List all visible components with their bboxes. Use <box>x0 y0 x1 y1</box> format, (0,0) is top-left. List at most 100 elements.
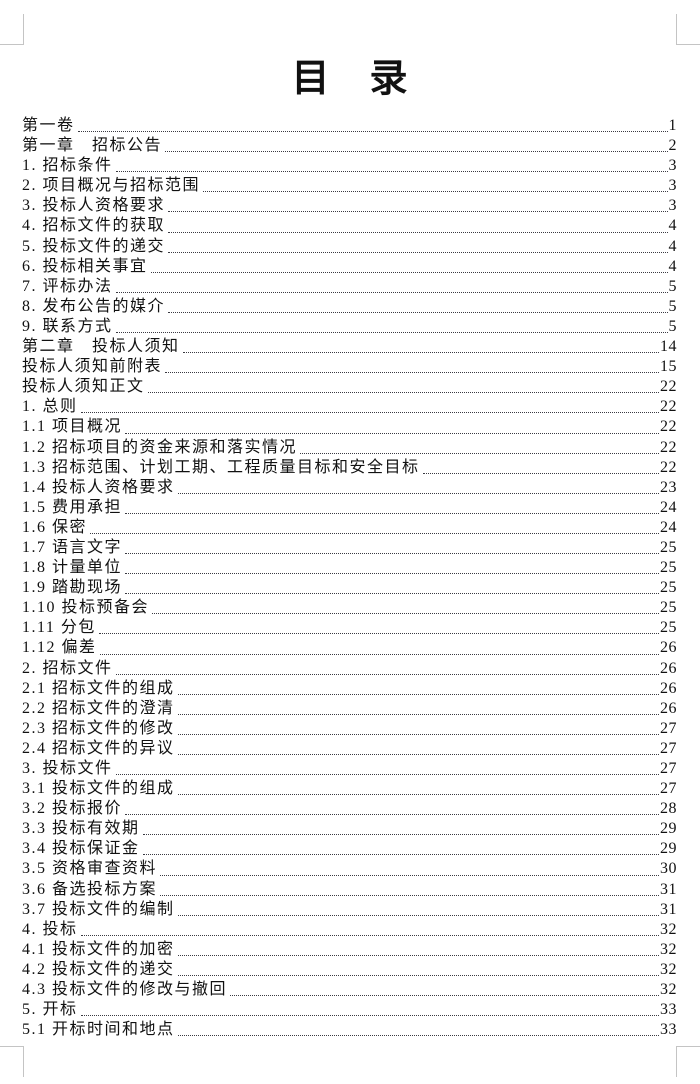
toc-entry-label: 4.2 投标文件的递交 <box>22 960 175 978</box>
toc-entry: 2.4 招标文件的异议 27 <box>22 739 677 759</box>
dot-leader <box>422 472 659 474</box>
toc-entry: 1.4 投标人资格要求 23 <box>22 478 677 498</box>
toc-entry: 6. 投标相关事宜 4 <box>22 257 677 277</box>
dot-leader <box>165 151 668 153</box>
toc-entry-page-number: 25 <box>660 579 677 597</box>
toc-entry: 7. 评标办法 5 <box>22 277 677 297</box>
toc-entry-page-number: 5 <box>668 277 677 295</box>
toc-entry-page-number: 22 <box>660 438 677 456</box>
toc-entry: 3.7 投标文件的编制 31 <box>22 900 677 920</box>
toc-entry-label: 3. 投标人资格要求 <box>22 197 166 215</box>
toc-entry: 4. 投标 32 <box>22 920 677 940</box>
toc-entry-label: 3. 投标文件 <box>22 760 113 777</box>
toc-entry-page-number: 22 <box>660 378 677 396</box>
toc-entry-page-number: 22 <box>660 458 677 476</box>
dot-leader <box>177 754 659 755</box>
toc-entry-page-number: 29 <box>660 840 677 858</box>
toc-entry: 第二章 投标人须知 14 <box>22 337 677 357</box>
toc-entry-page-number: 15 <box>660 358 677 376</box>
toc-entry: 3. 投标文件 27 <box>22 759 677 779</box>
toc-entry-page-number: 3 <box>668 197 677 215</box>
toc-entry-page-number: 3 <box>668 177 677 195</box>
margin-crop-mark-bottom-left <box>0 1046 24 1077</box>
toc-entry-label: 4.1 投标文件的加密 <box>22 940 175 958</box>
toc-entry: 3.2 投标报价 28 <box>22 799 677 819</box>
toc-entry: 3.6 备选投标方案 31 <box>22 880 677 900</box>
toc-entry: 8. 发布公告的媒介 5 <box>22 297 677 317</box>
table-of-contents: 第一卷 1 第一章 招标公告 2 1. 招标条件 3 2. 项目概况与招标范围 … <box>22 116 677 1040</box>
dot-leader <box>203 191 668 193</box>
toc-entry-label: 1.4 投标人资格要求 <box>22 478 175 496</box>
toc-entry: 1.2 招标项目的资金来源和落实情况 22 <box>22 438 677 458</box>
toc-entry-label: 第一卷 <box>22 117 75 134</box>
toc-entry-label: 投标人须知正文 <box>22 378 145 396</box>
toc-entry-page-number: 27 <box>660 760 677 777</box>
toc-entry-label: 2. 项目概况与招标范围 <box>22 177 201 195</box>
toc-entry-label: 1.2 招标项目的资金来源和落实情况 <box>22 438 298 456</box>
toc-entry-label: 2.1 招标文件的组成 <box>22 679 175 697</box>
dot-leader <box>182 352 659 354</box>
toc-entry-page-number: 25 <box>660 538 677 556</box>
dot-leader <box>115 774 659 776</box>
toc-entry-page-number: 29 <box>660 820 677 838</box>
toc-entry: 4.3 投标文件的修改与撤回 32 <box>22 980 677 1000</box>
toc-entry: 9. 联系方式 5 <box>22 317 677 337</box>
toc-entry: 2.1 招标文件的组成 26 <box>22 679 677 699</box>
dot-leader <box>77 131 668 133</box>
dot-leader <box>177 794 659 796</box>
toc-entry-page-number: 31 <box>660 880 677 898</box>
toc-entry-page-number: 4 <box>668 257 677 275</box>
dot-leader <box>160 874 659 876</box>
toc-entry: 3.5 资格审查资料 30 <box>22 859 677 879</box>
margin-crop-mark-top-right <box>676 14 700 45</box>
dot-leader <box>147 392 659 394</box>
toc-entry-label: 1. 招标条件 <box>22 157 113 175</box>
dot-leader <box>80 1015 659 1017</box>
dot-leader <box>177 954 659 956</box>
toc-entry-page-number: 26 <box>660 639 677 657</box>
toc-entry-page-number: 24 <box>660 518 677 536</box>
toc-entry: 1. 招标条件 3 <box>22 156 677 176</box>
toc-entry-page-number: 5 <box>668 317 677 335</box>
toc-entry: 投标人须知前附表 15 <box>22 357 677 377</box>
toc-entry-page-number: 28 <box>660 800 677 818</box>
toc-entry-label: 1.7 语言文字 <box>22 538 123 556</box>
dot-leader <box>150 271 668 273</box>
toc-entry-label: 4. 招标文件的获取 <box>22 217 166 235</box>
toc-entry: 5. 投标文件的递交 4 <box>22 237 677 257</box>
dot-leader <box>177 975 659 977</box>
toc-entry: 4. 招标文件的获取 4 <box>22 216 677 236</box>
dot-leader <box>230 995 659 997</box>
toc-entry: 1.8 计量单位 25 <box>22 558 677 578</box>
dot-leader <box>300 452 659 454</box>
toc-entry-label: 2.2 招标文件的澄清 <box>22 699 175 717</box>
dot-leader <box>125 553 659 555</box>
dot-leader <box>168 231 668 233</box>
dot-leader <box>168 211 668 213</box>
toc-entry: 投标人须知正文 22 <box>22 377 677 397</box>
toc-entry-label: 8. 发布公告的媒介 <box>22 297 166 315</box>
toc-entry: 1.12 偏差 26 <box>22 638 677 658</box>
dot-leader <box>177 1035 659 1037</box>
toc-entry-label: 2. 招标文件 <box>22 659 113 677</box>
dot-leader <box>90 532 659 534</box>
toc-entry: 3.4 投标保证金 29 <box>22 839 677 859</box>
toc-entry-page-number: 26 <box>660 659 677 677</box>
toc-entry-page-number: 25 <box>660 599 677 617</box>
toc-entry-page-number: 4 <box>668 237 677 255</box>
dot-leader <box>125 593 659 595</box>
toc-entry: 1.3 招标范围、计划工期、工程质量目标和安全目标 22 <box>22 458 677 478</box>
dot-leader <box>142 854 659 856</box>
toc-entry-page-number: 14 <box>660 338 677 356</box>
dot-leader <box>177 713 659 715</box>
toc-entry-label: 1.12 偏差 <box>22 639 97 657</box>
toc-entry: 2.2 招标文件的澄清 26 <box>22 699 677 719</box>
margin-crop-mark-bottom-right <box>676 1046 700 1077</box>
toc-entry: 1.5 费用承担 24 <box>22 498 677 518</box>
toc-entry-page-number: 25 <box>660 619 677 637</box>
dot-leader <box>125 432 659 434</box>
margin-crop-mark-top-left <box>0 14 24 45</box>
toc-entry: 3. 投标人资格要求 3 <box>22 196 677 216</box>
toc-entry: 1.1 项目概况 22 <box>22 417 677 437</box>
dot-leader <box>142 834 659 836</box>
